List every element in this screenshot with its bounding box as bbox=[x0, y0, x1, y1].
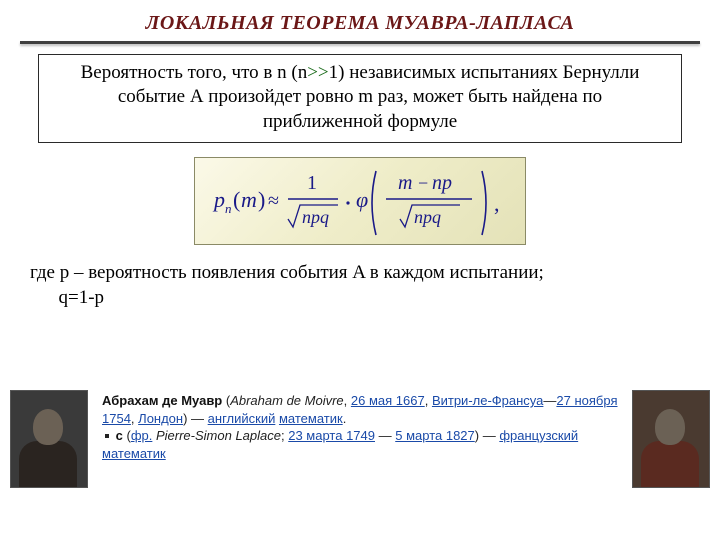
svg-text:np: np bbox=[432, 172, 452, 194]
theorem-statement-box: Вероятность того, что в n (n>>1) независ… bbox=[38, 54, 682, 143]
slide: ЛОКАЛЬНАЯ ТЕОРЕМА МУАВРА-ЛАПЛАСА Вероятн… bbox=[0, 0, 720, 540]
title-underline bbox=[20, 41, 700, 44]
theorem-text-prefix: Вероятность того, что в n (n bbox=[81, 62, 308, 83]
svg-text:,: , bbox=[494, 191, 500, 216]
svg-text:npq: npq bbox=[302, 207, 329, 227]
svg-text:m: m bbox=[398, 172, 412, 194]
svg-text:(: ( bbox=[233, 187, 240, 212]
bio-close-dash: ) — bbox=[183, 411, 208, 426]
where-line2: q=1-p bbox=[59, 287, 105, 308]
svg-text:−: − bbox=[418, 173, 428, 193]
link-birth-place[interactable]: Витри-ле-Франсуа bbox=[432, 393, 543, 408]
svg-text:): ) bbox=[258, 187, 265, 212]
svg-text:npq: npq bbox=[414, 207, 441, 227]
svg-text:m: m bbox=[241, 187, 257, 212]
bullet-icon bbox=[105, 434, 109, 438]
bio-name-latin: Abraham de Moivre bbox=[230, 393, 343, 408]
svg-text:n: n bbox=[225, 201, 232, 216]
biography-row: Абрахам де Муавр (Abraham de Moivre, 26 … bbox=[10, 390, 710, 488]
biography-text: Абрахам де Муавр (Abraham de Moivre, 26 … bbox=[88, 390, 632, 462]
laplace-name-latin: Pierre-Simon Laplace bbox=[156, 428, 281, 443]
much-greater-symbol: >> bbox=[307, 62, 328, 83]
svg-text:φ: φ bbox=[356, 187, 368, 212]
laplace-dash: — bbox=[375, 428, 395, 443]
bio-sep2: , bbox=[425, 393, 432, 408]
portrait-laplace bbox=[632, 390, 710, 488]
svg-text:≈: ≈ bbox=[268, 190, 279, 212]
bio-sep1: , bbox=[344, 393, 351, 408]
bio-dash: — bbox=[543, 393, 556, 408]
bio-period: . bbox=[343, 411, 347, 426]
where-clause: где p – вероятность появления события A … bbox=[30, 261, 690, 310]
title-bar: ЛОКАЛЬНАЯ ТЕОРЕМА МУАВРА-ЛАПЛАСА bbox=[0, 0, 720, 44]
laplace-open: ( bbox=[123, 428, 131, 443]
link-english[interactable]: английский bbox=[208, 411, 276, 426]
link-birth-date[interactable]: 26 мая 1667 bbox=[351, 393, 425, 408]
laplace-c: с bbox=[116, 428, 123, 443]
page-title: ЛОКАЛЬНАЯ ТЕОРЕМА МУАВРА-ЛАПЛАСА bbox=[0, 12, 720, 35]
svg-text:1: 1 bbox=[307, 172, 317, 194]
bio-paren-open: ( bbox=[222, 393, 230, 408]
where-line1: где p – вероятность появления события A … bbox=[30, 262, 544, 283]
link-mathematician-2[interactable]: математик bbox=[102, 446, 166, 461]
laplace-close: ) — bbox=[475, 428, 500, 443]
svg-text:p: p bbox=[212, 187, 225, 212]
formula-box: p n ( m ) ≈ 1 npq φ m bbox=[194, 157, 526, 245]
link-laplace-birth[interactable]: 23 марта 1749 bbox=[288, 428, 375, 443]
link-death-place[interactable]: Лондон bbox=[138, 411, 183, 426]
link-french[interactable]: французский bbox=[499, 428, 578, 443]
portrait-de-moivre bbox=[10, 390, 88, 488]
link-laplace-death[interactable]: 5 марта 1827 bbox=[395, 428, 475, 443]
bio-name-bold: Абрахам де Муавр bbox=[102, 393, 222, 408]
link-mathematician[interactable]: математик bbox=[279, 411, 343, 426]
formula-svg: p n ( m ) ≈ 1 npq φ m bbox=[210, 163, 510, 239]
link-fr[interactable]: фр. bbox=[131, 428, 153, 443]
